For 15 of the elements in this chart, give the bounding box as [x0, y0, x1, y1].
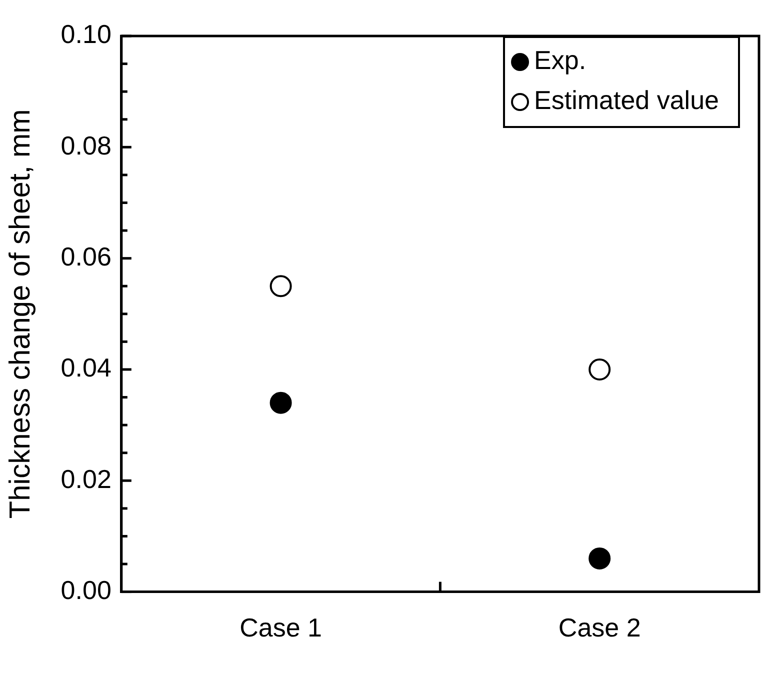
point [588, 547, 611, 570]
y-tick-label: 0.10 [60, 19, 112, 50]
legend-label: Estimated value [534, 85, 719, 116]
y-tick-label: 0.00 [60, 574, 112, 605]
y-tick-label: 0.06 [60, 241, 112, 272]
y-axis-title: Thickness change of sheet, mm [4, 109, 36, 519]
point [588, 358, 611, 380]
point [270, 392, 292, 414]
point [270, 275, 292, 298]
y-tick-label: 0.08 [60, 130, 112, 160]
y-tick-label: 0.04 [60, 352, 112, 383]
legend-label: Exp. [534, 45, 586, 76]
x-tick-label: Case 1 [240, 612, 322, 643]
y-tick-label: 0.02 [60, 464, 112, 494]
x-tick-label: Case 2 [558, 612, 641, 643]
